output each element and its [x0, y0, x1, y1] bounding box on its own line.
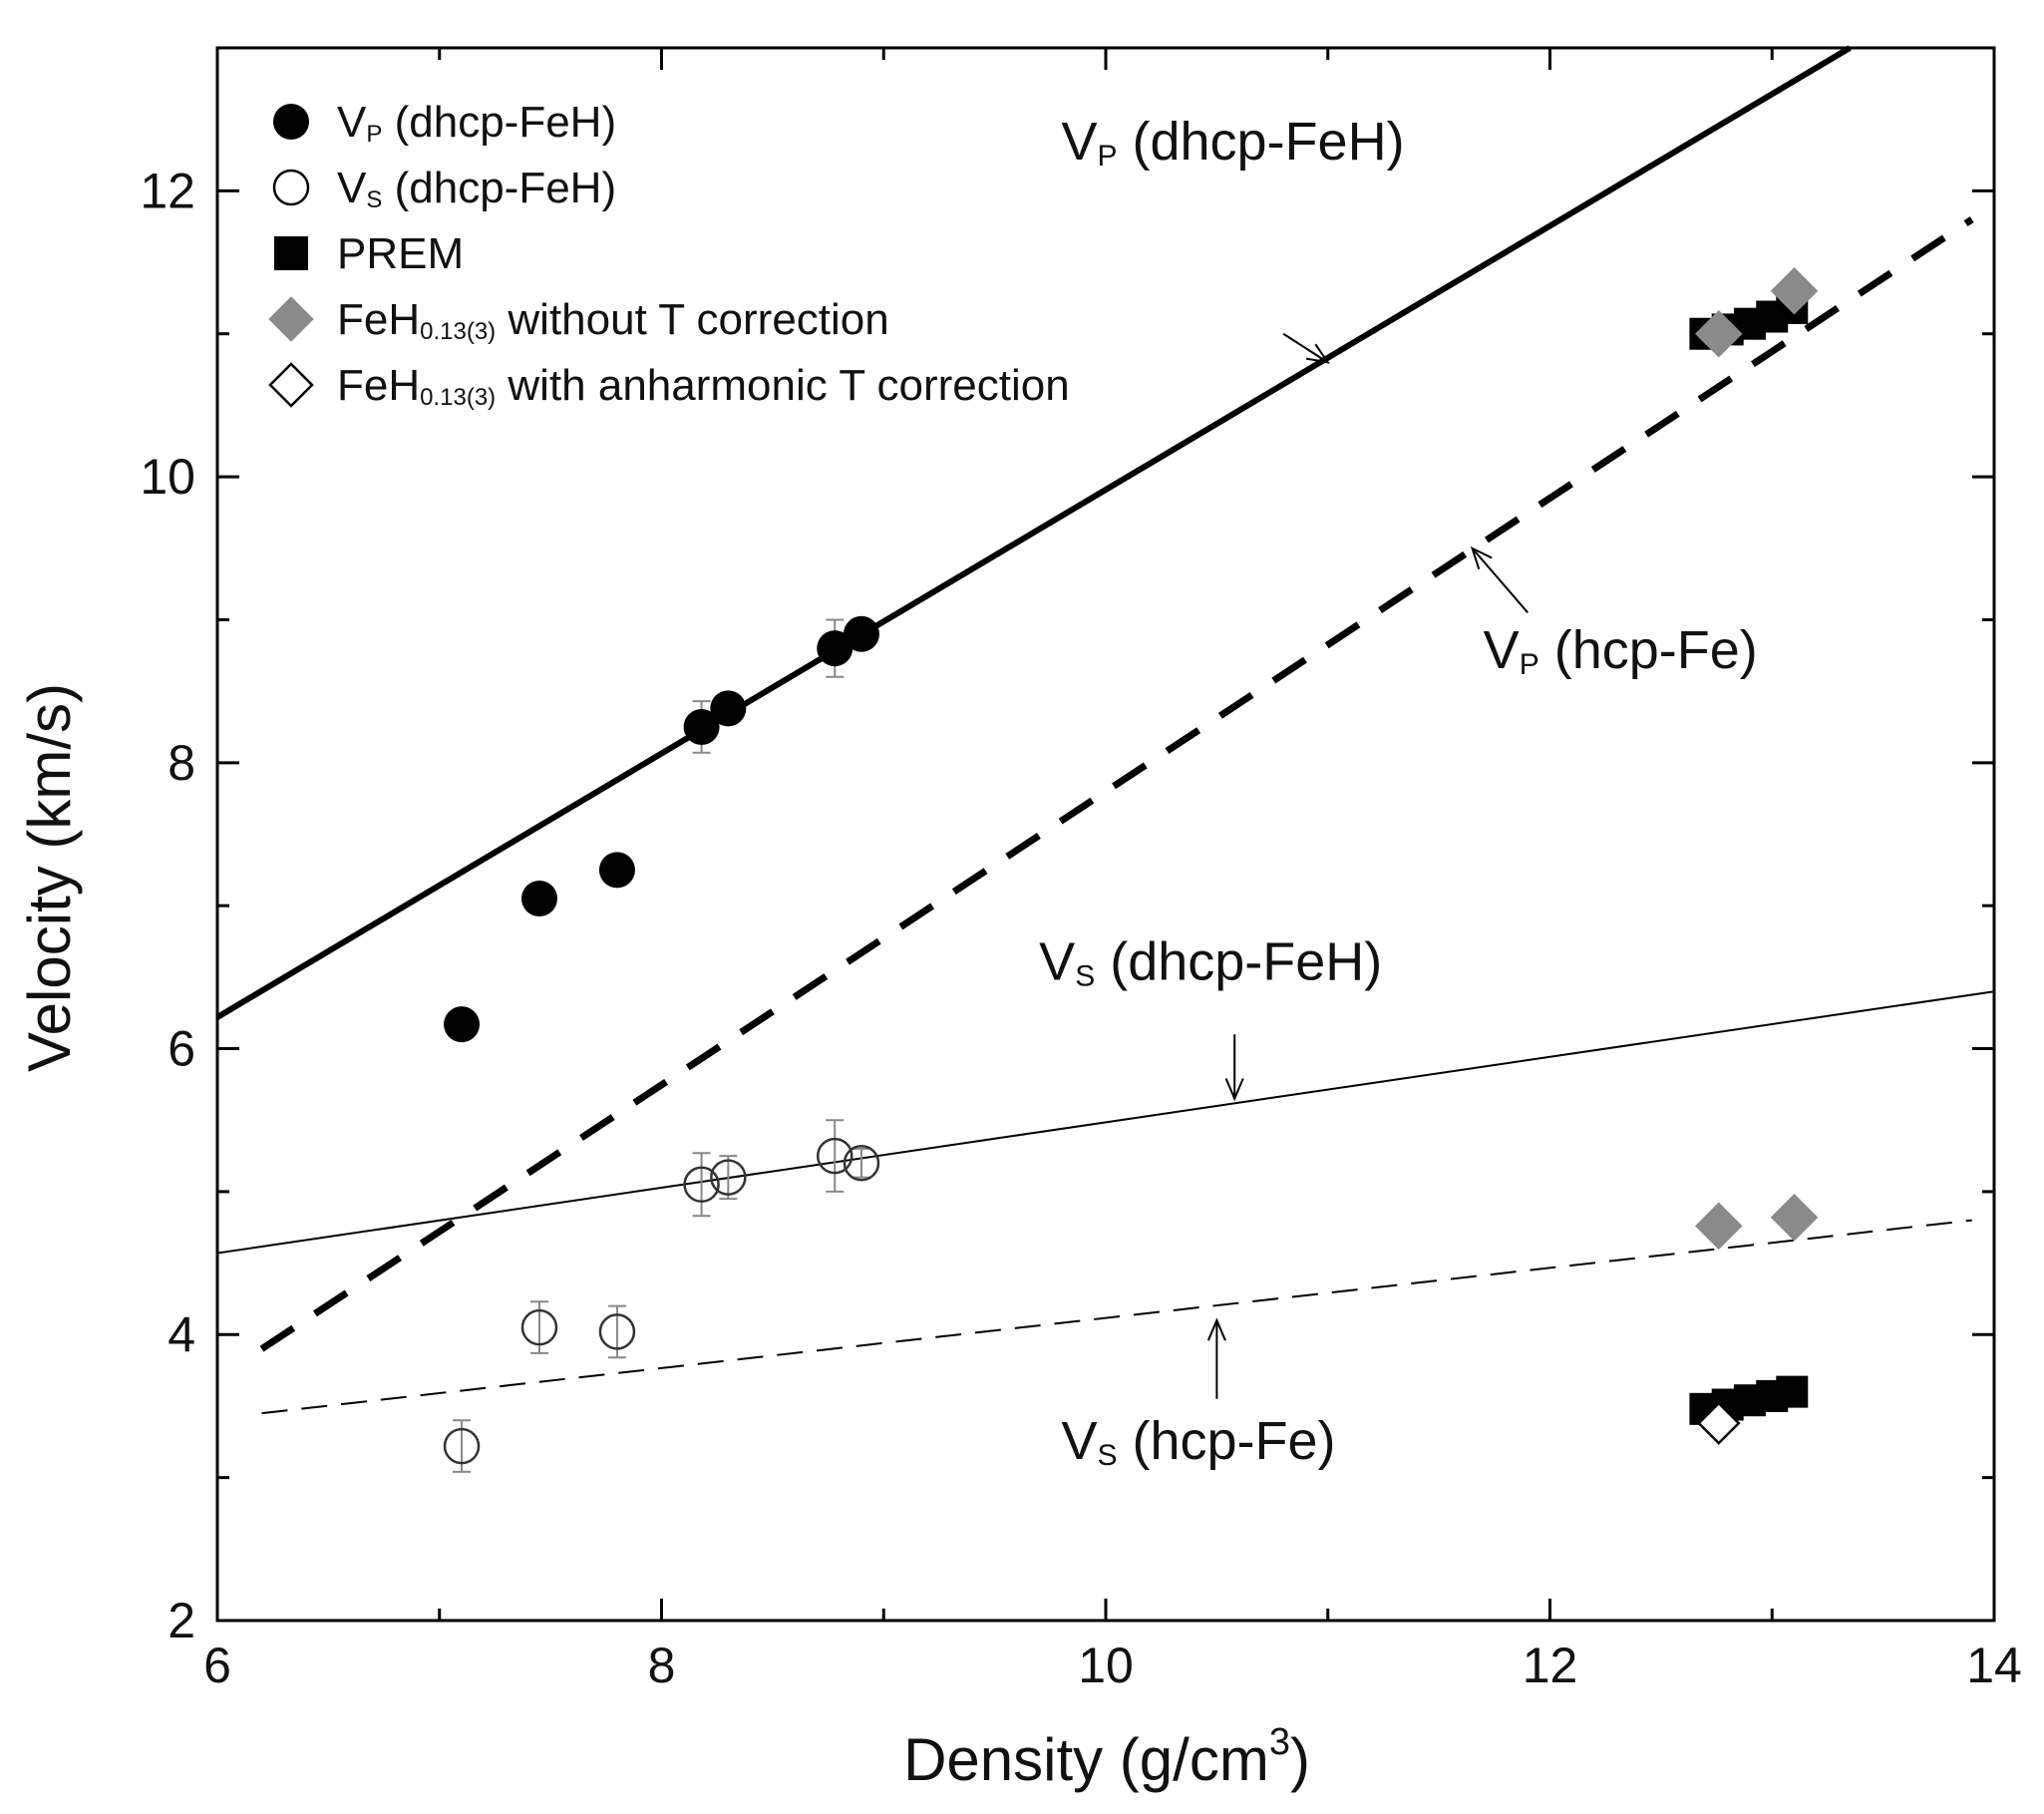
legend-marker-open-circle	[272, 169, 310, 206]
legend-entry: PREM	[274, 229, 464, 278]
legend-label-main: FeH	[337, 295, 420, 344]
legend-label: FeH0.13(3) without T correction	[337, 295, 889, 345]
legend-marker-gray-diamond	[268, 296, 314, 342]
axes: 6 8 10 12 14 2 4 6 8 10 12	[140, 48, 2022, 1693]
legend-label-sub: 0.13(3)	[420, 318, 496, 345]
legend-entry: VS (dhcp-FeH)	[272, 164, 616, 213]
x-axis-label-sup: 3	[1269, 1721, 1290, 1763]
vp-dhcp-point	[598, 852, 635, 889]
annotation-vs-dhcp-sub: S	[1075, 960, 1095, 993]
line-annotations: VP (dhcp-FeH)VP (hcp-Fe)VS (dhcp-FeH)VS …	[1039, 112, 1758, 1472]
x-tick-label: 14	[1966, 1637, 2022, 1693]
annotation-vs-hcp-main: V	[1061, 1411, 1097, 1471]
feh-with-anharmonic-t-point	[1697, 1401, 1741, 1445]
annotation-vs-hcp-rest: (hcp-Fe)	[1117, 1411, 1335, 1471]
x-tick-label: 8	[648, 1637, 676, 1693]
feh-without-t-point	[1770, 266, 1819, 315]
x-axis-label: Density (g/cm3)	[903, 1721, 1310, 1793]
legend-label-sub: S	[366, 186, 382, 213]
y-tick-label: 10	[140, 449, 195, 505]
legend-label-rest: (dhcp-FeH)	[382, 164, 616, 212]
annotation-arrowhead-vs-hcp	[1206, 1317, 1226, 1341]
feh-without-t-point	[1695, 309, 1743, 358]
annotation-vp-hcp: VP (hcp-Fe)	[1484, 620, 1758, 681]
vp-dhcp-point	[843, 615, 879, 652]
annotation-vs-hcp: VS (hcp-Fe)	[1061, 1411, 1335, 1472]
annotation-vs-hcp-sub: S	[1097, 1439, 1117, 1472]
x-axis-label-main: Density (g/cm	[903, 1726, 1269, 1793]
y-tick-label: 6	[168, 1021, 195, 1077]
annotation-vp-hcp-rest: (hcp-Fe)	[1539, 620, 1758, 680]
plot-area	[215, 46, 1996, 1623]
feh-without-t-point	[1695, 1202, 1743, 1251]
y-tick-label: 4	[168, 1306, 195, 1362]
vp-dhcp-point	[444, 1006, 481, 1043]
legend-label-rest: with anharmonic T correction	[496, 361, 1070, 410]
annotation-arrow-vp-hcp	[1471, 547, 1529, 613]
annotation-arrow-vp-dhcp	[1282, 332, 1329, 364]
y-axis-label: Velocity (km/s)	[16, 683, 83, 1072]
annotation-vp-dhcp-rest: (dhcp-FeH)	[1117, 112, 1404, 172]
x-tick-label: 6	[203, 1637, 231, 1693]
vs-dhcp-point	[816, 1137, 853, 1175]
data-points	[443, 266, 1819, 1473]
annotation-vp-hcp-main: V	[1484, 620, 1520, 680]
annotation-vs-dhcp-rest: (dhcp-FeH)	[1095, 932, 1382, 992]
legend-marker-filled-circle	[273, 104, 309, 140]
line-vs-hcp	[261, 1219, 1972, 1415]
y-tick-label: 12	[140, 163, 195, 218]
legend-marker-filled-square	[274, 236, 308, 270]
legend-entry: FeH0.13(3) with anharmonic T correction	[268, 361, 1070, 411]
annotation-arrowhead-vs-dhcp	[1224, 1078, 1244, 1102]
vs-dhcp-point	[443, 1427, 481, 1465]
legend-marker-open-diamond	[268, 362, 314, 408]
legend-entry: FeH0.13(3) without T correction	[268, 295, 889, 345]
legend-label-rest: (dhcp-FeH)	[382, 98, 616, 147]
legend-label: VP (dhcp-FeH)	[337, 98, 616, 148]
annotation-vs-dhcp: VS (dhcp-FeH)	[1039, 932, 1382, 993]
annotation-vp-dhcp-main: V	[1061, 112, 1097, 172]
x-tick-label: 12	[1523, 1637, 1578, 1693]
vp-dhcp-point	[683, 708, 720, 745]
annotation-vp-dhcp: VP (dhcp-FeH)	[1061, 112, 1404, 173]
line-vp-hcp	[259, 216, 1974, 1352]
legend-label-main: V	[337, 98, 367, 147]
line-vs-dhcp	[216, 990, 1995, 1255]
fit-lines	[215, 45, 1995, 1415]
legend-label-sub: P	[366, 121, 382, 148]
vs-dhcp-point	[843, 1144, 880, 1182]
line-vp-dhcp	[215, 45, 1852, 1020]
vp-dhcp-point	[710, 690, 747, 727]
y-tick-label: 2	[168, 1593, 195, 1648]
feh-without-t-point	[1770, 1193, 1819, 1242]
y-tick-label: 8	[168, 735, 195, 791]
vs-dhcp-point	[710, 1159, 747, 1196]
vs-dhcp-point	[520, 1308, 558, 1346]
plot-frame	[215, 46, 1996, 1623]
x-tick-label: 10	[1078, 1637, 1134, 1693]
legend-label-rest: without T correction	[496, 295, 889, 344]
legend-entry: VP (dhcp-FeH)	[273, 98, 616, 148]
legend-label-main: PREM	[337, 229, 464, 278]
legend-label: FeH0.13(3) with anharmonic T correction	[337, 361, 1070, 411]
annotation-vp-hcp-sub: P	[1520, 648, 1539, 681]
x-axis-label-tail: )	[1290, 1726, 1310, 1793]
legend-label: VS (dhcp-FeH)	[337, 164, 616, 213]
annotation-vs-dhcp-main: V	[1039, 932, 1075, 992]
vp-dhcp-point	[520, 881, 557, 917]
annotation-arrowhead-vp-hcp	[1470, 545, 1493, 570]
prem-point	[1776, 1375, 1809, 1408]
annotation-vp-dhcp-sub: P	[1097, 140, 1117, 173]
vs-dhcp-point	[683, 1166, 720, 1203]
legend-label: PREM	[337, 229, 464, 278]
legend: VP (dhcp-FeH)VS (dhcp-FeH)PREMFeH0.13(3)…	[268, 98, 1070, 411]
legend-label-main: V	[337, 164, 367, 212]
legend-label-sub: 0.13(3)	[420, 384, 496, 411]
vs-dhcp-point	[598, 1313, 636, 1350]
vp-dhcp-point	[817, 630, 853, 667]
annotation-arrowhead-vp-dhcp	[1305, 343, 1330, 364]
legend-label-main: FeH	[337, 361, 420, 410]
